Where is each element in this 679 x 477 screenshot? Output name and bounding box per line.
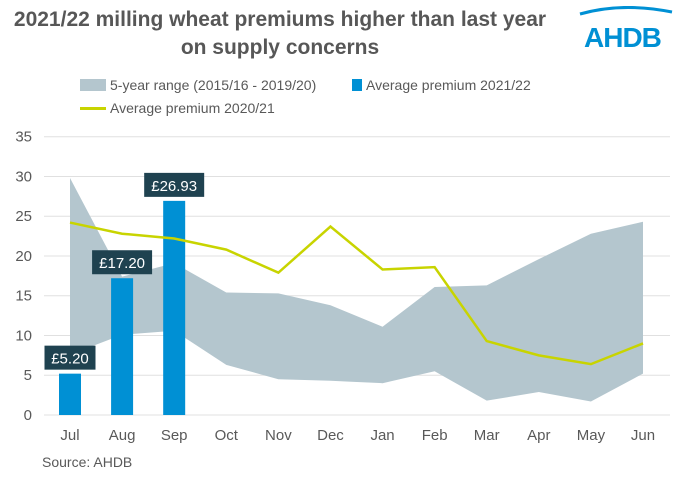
legend-swatch-2021: [80, 106, 106, 110]
legend-label-range: 5-year range (2015/16 - 2019/20): [110, 77, 317, 93]
data-label: £5.20: [51, 351, 89, 368]
bar-sep: [163, 200, 186, 415]
x-tick-label: Nov: [265, 427, 292, 444]
legend-label-2122: Average premium 2021/22: [366, 77, 531, 93]
data-label-bg: [44, 345, 96, 370]
x-tick-label: Sep: [161, 427, 188, 444]
legend-swatch-2122: [352, 79, 362, 91]
x-tick-label: Aug: [109, 427, 136, 444]
bar-jul: [59, 373, 81, 415]
ahdb-logo-swoosh-icon: [579, 6, 673, 16]
x-tick-label: Dec: [317, 427, 344, 444]
y-tick-label: 10: [15, 327, 32, 344]
x-tick-label: May: [577, 427, 606, 444]
x-tick-label: Feb: [422, 427, 448, 444]
x-tick-label: Apr: [527, 427, 550, 444]
y-tick-label: 30: [15, 168, 32, 185]
y-tick-label: 0: [24, 407, 32, 424]
y-tick-label: 20: [15, 248, 32, 265]
legend-item-range: 5-year range (2015/16 - 2019/20): [80, 77, 316, 93]
y-tick-label: 5: [24, 367, 32, 384]
x-tick-label: Oct: [215, 427, 239, 444]
y-tick-label: 15: [15, 288, 32, 305]
legend-label-2021: Average premium 2020/21: [110, 100, 275, 116]
range-area: [70, 178, 643, 402]
legend-item-2122: Average premium 2021/22: [352, 77, 531, 93]
data-label: £17.20: [99, 255, 145, 272]
data-label: £26.93: [151, 178, 197, 195]
line-2020-21: [69, 221, 644, 366]
legend-item-2021: Average premium 2020/21: [80, 100, 275, 116]
legend-swatch-range: [80, 79, 106, 91]
ahdb-logo: AHDB: [584, 22, 662, 53]
y-tick-label: 25: [15, 208, 32, 225]
data-label-bg: [144, 172, 205, 197]
x-tick-label: Mar: [474, 427, 500, 444]
source-note: Source: AHDB: [42, 454, 133, 470]
bar-aug: [111, 278, 134, 415]
data-label-bg: [92, 250, 153, 275]
x-tick-label: Jan: [370, 427, 394, 444]
x-tick-label: Jul: [60, 427, 79, 444]
y-tick-label: 35: [15, 129, 32, 146]
x-tick-label: Jun: [631, 427, 655, 444]
chart-title: 2021/22 milling wheat premiums higher th…: [13, 8, 547, 59]
